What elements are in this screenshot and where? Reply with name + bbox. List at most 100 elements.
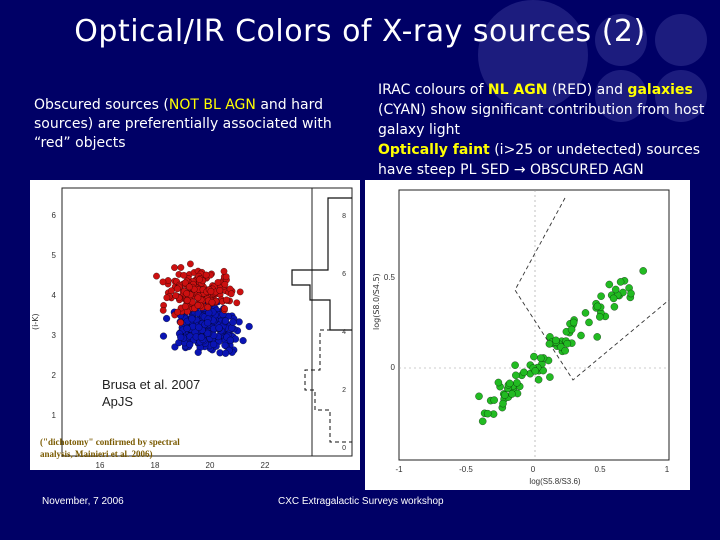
blue-point xyxy=(229,318,237,326)
red-point xyxy=(233,299,241,307)
citation-line: Brusa et al. 2007 xyxy=(102,377,201,392)
blue-point xyxy=(171,343,179,351)
green-point xyxy=(563,339,572,348)
right-text-part: (RED) and xyxy=(547,82,628,98)
x-tick-label: 0.5 xyxy=(594,465,606,474)
green-point xyxy=(501,391,509,399)
green-point xyxy=(585,318,593,327)
y-axis-label: (i-K) xyxy=(31,313,40,330)
x-tick-label: 0 xyxy=(531,465,536,474)
right-plot-figure: -1 -0.5 0 0.5 1 0.5 0 log(S5.8/S3.6) log(S8.0/S4… xyxy=(372,189,670,486)
hist-tick-label: 6 xyxy=(342,271,346,278)
green-point xyxy=(616,278,625,286)
green-point xyxy=(639,267,647,275)
y-tick-label: 1 xyxy=(52,411,57,420)
left-description: Obscured sources (NOT BL AGN and hard so… xyxy=(34,96,364,153)
x-tick-label: 16 xyxy=(96,461,105,470)
y-tick-label: 2 xyxy=(52,371,57,380)
right-text-part: (i>25 or undetected) sources have steep … xyxy=(378,142,701,178)
decor-circle xyxy=(655,70,707,122)
green-point xyxy=(569,318,578,327)
green-point xyxy=(505,379,514,388)
green-point xyxy=(534,375,543,384)
green-point xyxy=(567,325,576,334)
right-text-highlight: Optically faint xyxy=(378,142,490,158)
hist-tick-label: 2 xyxy=(342,387,346,394)
red-point xyxy=(177,319,184,326)
blue-point xyxy=(189,323,197,331)
red-point xyxy=(194,302,202,309)
red-point xyxy=(223,296,230,304)
blue-point xyxy=(159,332,168,340)
red-point xyxy=(187,260,194,268)
blue-point xyxy=(197,333,205,341)
green-point xyxy=(546,373,554,381)
green-point xyxy=(596,313,604,321)
red-point xyxy=(181,303,189,310)
blue-point xyxy=(221,341,229,349)
red-point xyxy=(172,292,180,299)
x-axis-label: log(S5.8/S3.6) xyxy=(529,477,580,486)
red-point xyxy=(168,287,175,295)
red-point xyxy=(216,287,224,294)
green-point xyxy=(561,346,569,355)
y-axis-label: log(S8.0/S4.5) xyxy=(372,273,381,330)
x-tick-label: 1 xyxy=(665,465,670,474)
green-point xyxy=(511,361,519,369)
y-tick-label: 0.5 xyxy=(384,273,396,282)
decor-circle xyxy=(595,14,647,66)
red-point xyxy=(177,264,185,271)
red-point xyxy=(180,271,188,279)
red-point xyxy=(153,272,160,280)
red-point xyxy=(171,264,178,271)
blue-point xyxy=(203,329,212,337)
blue-point xyxy=(183,324,191,332)
credit-line: analysis, Mainieri et al. 2006) xyxy=(40,449,153,459)
arrow-icon: → xyxy=(513,162,526,178)
red-point xyxy=(207,288,215,295)
green-point xyxy=(494,378,503,387)
left-text-highlight: NOT BL AGN xyxy=(168,97,256,113)
blue-point xyxy=(239,337,247,345)
green-point xyxy=(581,309,590,317)
green-point xyxy=(513,379,521,387)
left-plot-figure: 1618202212345602468K(i-K) xyxy=(31,187,353,470)
red-point xyxy=(236,288,244,296)
red-point xyxy=(186,283,193,291)
right-text-highlight: galaxies xyxy=(627,82,693,98)
decor-circle xyxy=(595,70,647,122)
red-point xyxy=(181,279,189,287)
red-point xyxy=(183,297,191,304)
green-point xyxy=(520,368,528,377)
red-point xyxy=(214,279,222,286)
left-text-part: and hard sources) are preferentially ass… xyxy=(34,97,332,151)
blue-point xyxy=(222,349,230,357)
x-tick-label: 18 xyxy=(151,461,160,470)
red-point xyxy=(159,307,167,314)
y-tick-label: 4 xyxy=(52,291,57,300)
blue-point xyxy=(177,333,185,341)
blue-point xyxy=(163,314,171,323)
citation: Brusa et al. 2007 ApJS xyxy=(102,376,200,410)
red-point xyxy=(221,281,229,288)
y-tick-label: 5 xyxy=(52,251,57,260)
red-point xyxy=(227,290,235,298)
green-point xyxy=(490,396,498,404)
credit-line: ("dichotomy" confirmed by spectral xyxy=(40,437,180,447)
red-point xyxy=(208,298,216,306)
blue-point xyxy=(222,317,230,325)
green-point xyxy=(611,285,620,294)
green-point xyxy=(475,392,483,401)
red-point xyxy=(196,276,203,283)
x-tick-label: 20 xyxy=(206,461,215,470)
blue-point xyxy=(215,324,223,332)
citation-line: ApJS xyxy=(102,394,134,409)
blue-point xyxy=(194,348,202,356)
green-point xyxy=(605,280,614,289)
green-point xyxy=(530,352,538,361)
green-point xyxy=(483,409,492,418)
green-point xyxy=(478,417,487,426)
red-point xyxy=(174,308,181,316)
right-text-part: (CYAN) show significant contribution fro… xyxy=(378,102,705,138)
blue-point xyxy=(205,309,213,317)
